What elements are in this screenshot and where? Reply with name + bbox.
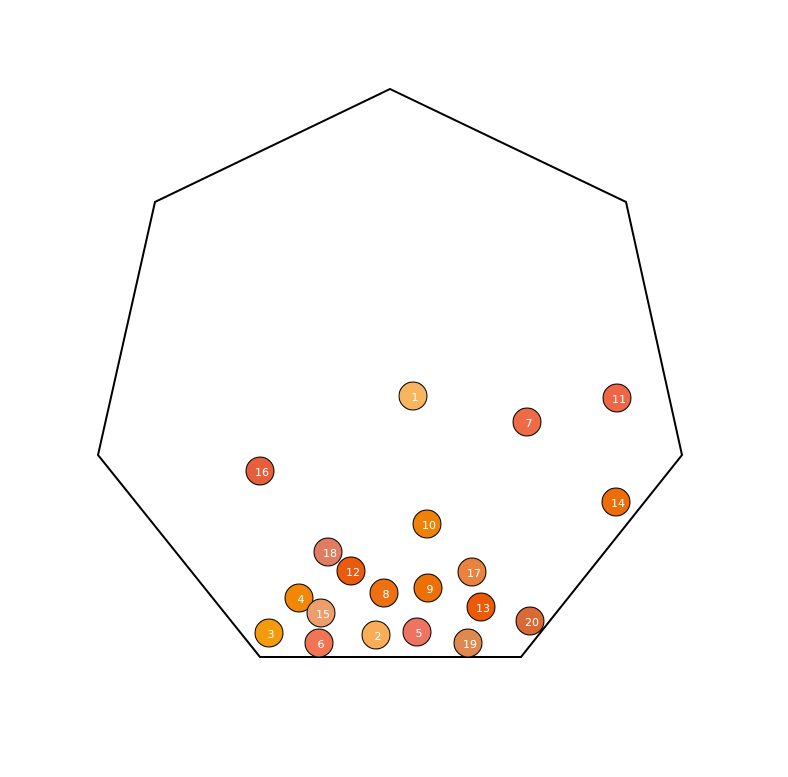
ball-label: 17	[467, 567, 481, 580]
ball-label: 13	[476, 602, 490, 615]
ball-18: 18	[313, 537, 343, 567]
ball-label: 1	[412, 391, 419, 404]
ball-17: 17	[457, 557, 487, 587]
ball-circle	[601, 487, 631, 517]
ball-circle	[361, 620, 391, 650]
heptagon-container	[96, 87, 684, 658]
ball-circle	[515, 606, 545, 636]
ball-circle	[402, 617, 432, 647]
ball-label: 11	[612, 393, 626, 406]
ball-11: 11	[602, 383, 632, 413]
ball-circle	[254, 618, 284, 648]
ball-label: 12	[346, 566, 360, 579]
ball-label: 5	[416, 627, 423, 640]
ball-13: 13	[466, 592, 496, 622]
ball-3: 3	[254, 618, 284, 648]
ball-label: 18	[323, 547, 337, 560]
ball-16: 16	[245, 456, 275, 486]
ball-label: 7	[526, 417, 533, 430]
ball-label: 3	[268, 628, 275, 641]
ball-circle	[398, 381, 428, 411]
ball-8: 8	[369, 578, 399, 608]
ball-label: 20	[525, 616, 539, 629]
ball-9: 9	[413, 573, 443, 603]
ball-19: 19	[453, 628, 483, 658]
ball-circle	[412, 509, 442, 539]
ball-label: 10	[422, 519, 436, 532]
ball-circle	[457, 557, 487, 587]
ball-circle	[313, 537, 343, 567]
ball-circle	[512, 407, 542, 437]
ball-label: 16	[255, 466, 269, 479]
ball-label: 15	[316, 608, 330, 621]
ball-label: 9	[427, 583, 434, 596]
ball-circle	[304, 628, 334, 658]
ball-circle	[284, 583, 314, 613]
ball-circle	[369, 578, 399, 608]
ball-circle	[306, 598, 336, 628]
ball-label: 8	[383, 588, 390, 601]
ball-20: 20	[515, 606, 545, 636]
ball-label: 2	[375, 630, 382, 643]
ball-7: 7	[512, 407, 542, 437]
ball-2: 2	[361, 620, 391, 650]
ball-circle	[245, 456, 275, 486]
ball-label: 4	[298, 593, 305, 606]
ball-12: 12	[336, 556, 366, 586]
ball-circle	[602, 383, 632, 413]
ball-10: 10	[412, 509, 442, 539]
ball-5: 5	[402, 617, 432, 647]
ball-circle	[413, 573, 443, 603]
ball-label: 6	[318, 638, 325, 651]
ball-14: 14	[601, 487, 631, 517]
ball-label: 14	[611, 497, 625, 510]
ball-circle	[453, 628, 483, 658]
ball-1: 1	[398, 381, 428, 411]
ball-15: 15	[306, 598, 336, 628]
ball-6: 6	[304, 628, 334, 658]
ball-circle	[466, 592, 496, 622]
ball-circle	[336, 556, 366, 586]
ball-label: 19	[463, 638, 477, 651]
ball-4: 4	[284, 583, 314, 613]
